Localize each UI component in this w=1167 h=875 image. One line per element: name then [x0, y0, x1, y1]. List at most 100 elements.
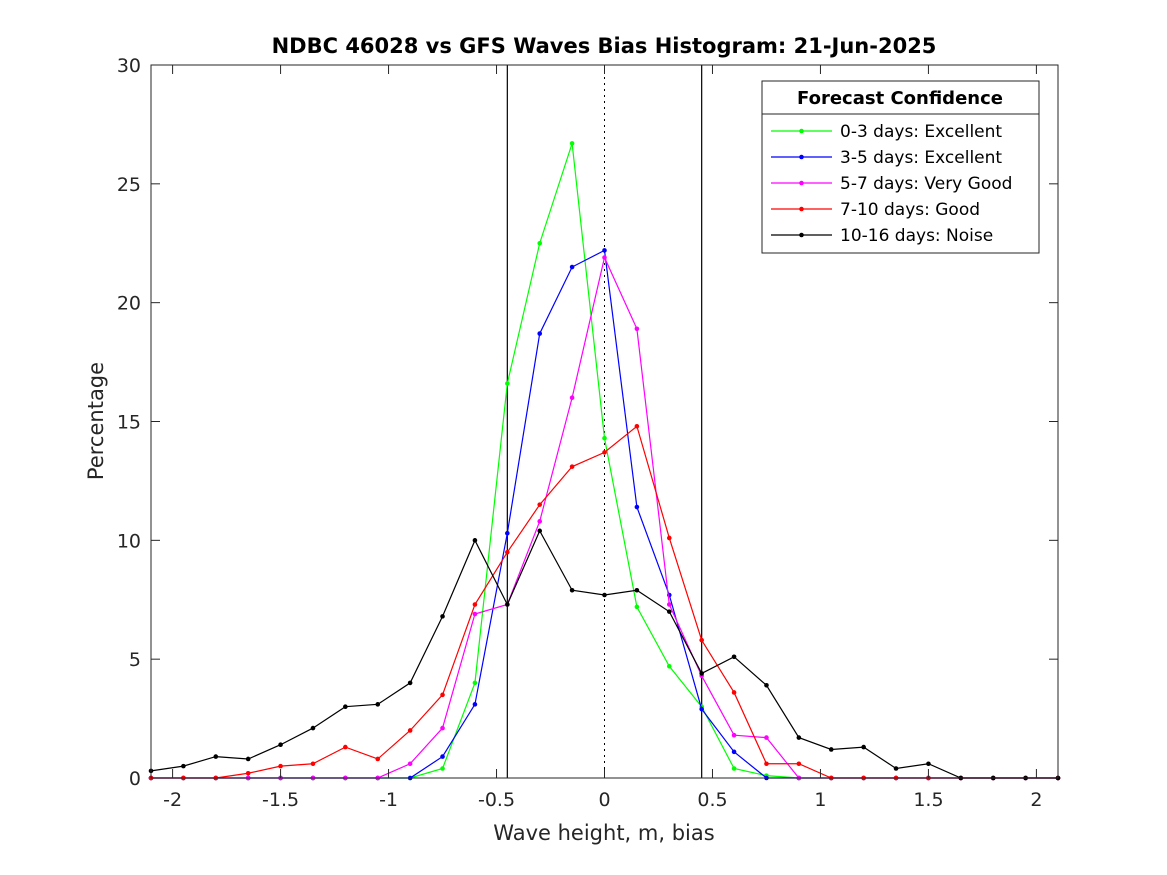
- x-tick-label: 1: [814, 789, 826, 811]
- legend-label: 0-3 days: Excellent: [840, 122, 1002, 142]
- series-2-point: [537, 331, 543, 336]
- series-4-point: [634, 423, 640, 429]
- series-5-point: [828, 747, 834, 752]
- series-5-point: [245, 756, 251, 762]
- series-4-point: [569, 464, 575, 469]
- series-5-point: [407, 680, 413, 686]
- legend-box: [761, 80, 1040, 254]
- y-tick-label: 25: [117, 174, 141, 196]
- series-2-point: [602, 248, 607, 253]
- legend-entry-5: 10-16 days: Noise: [771, 226, 993, 246]
- series-4-point: [537, 502, 543, 507]
- series-3-point: [634, 326, 640, 332]
- series-5-point: [310, 725, 316, 731]
- series-5-point: [893, 766, 899, 771]
- legend-label: 7-10 days: Good: [840, 200, 980, 220]
- series-4-point: [407, 728, 413, 733]
- series-3-point: [602, 255, 607, 260]
- series-4-point: [796, 761, 802, 767]
- legend-entry-4: 7-10 days: Good: [771, 200, 980, 220]
- legend-swatch-marker: [799, 154, 804, 160]
- reference-lines: [506, 65, 703, 778]
- series-3-point: [764, 735, 769, 740]
- series-4-point: [472, 602, 478, 607]
- series-5-point: [861, 744, 866, 750]
- x-tick-label: 1.5: [913, 789, 943, 811]
- x-axis-label: Wave height, m, bias: [493, 821, 714, 845]
- series-1-point: [569, 141, 575, 146]
- series-4-point: [245, 770, 251, 776]
- legend-swatch-marker: [799, 180, 804, 186]
- series-5-point: [537, 528, 543, 534]
- x-tick-label: -1.5: [262, 789, 299, 811]
- y-axis-ticks: 0 5 10 15 20 25 30: [117, 55, 1058, 790]
- series-4-point: [375, 756, 381, 762]
- series-2-point: [731, 749, 737, 755]
- legend-swatch-marker: [799, 232, 804, 238]
- series-5-point: [699, 671, 704, 676]
- series-4-point: [666, 535, 672, 541]
- series-4-point: [731, 690, 737, 695]
- series-1-point: [472, 680, 478, 686]
- legend-entry-3: 5-7 days: Very Good: [771, 174, 1012, 194]
- series-5-point: [343, 704, 348, 709]
- y-tick-label: 10: [117, 530, 141, 552]
- legend: Forecast Confidence 0-3 days: Excellent 3…: [761, 80, 1040, 254]
- x-tick-label: -2: [163, 789, 182, 811]
- series-5-point: [181, 763, 186, 769]
- x-tick-label: -1: [379, 789, 398, 811]
- series-1-point: [731, 766, 737, 771]
- series-5-point: [472, 538, 478, 543]
- series-2-point: [440, 754, 445, 759]
- series-5-point: [505, 602, 510, 607]
- y-tick-label: 5: [129, 649, 141, 671]
- y-tick-label: 15: [117, 412, 141, 434]
- series-5-point: [375, 702, 381, 707]
- series-4-point: [505, 549, 510, 555]
- series-3-point: [407, 761, 413, 767]
- legend-swatch-marker: [799, 128, 804, 134]
- legend-title: Forecast Confidence: [797, 88, 1003, 109]
- y-tick-label: 30: [117, 55, 141, 77]
- series-3-point: [731, 732, 737, 738]
- series-4-point: [310, 761, 316, 767]
- legend-entry-1: 0-3 days: Excellent: [771, 122, 1002, 142]
- y-tick-label: 20: [117, 293, 141, 315]
- series-1-point: [602, 435, 607, 441]
- series-1-point: [505, 381, 510, 386]
- series-4-point: [343, 744, 348, 750]
- chart-title: NDBC 46028 vs GFS Waves Bias Histogram: …: [272, 34, 937, 58]
- series-1-point: [537, 240, 543, 246]
- series-5-point: [602, 592, 607, 598]
- series-4-point: [278, 763, 283, 769]
- series-2-point: [569, 264, 575, 270]
- series-3-point: [537, 519, 543, 524]
- x-tick-label: 2: [1030, 789, 1042, 811]
- series-1-point: [634, 604, 640, 610]
- legend-label: 5-7 days: Very Good: [840, 174, 1012, 194]
- series-4-point: [764, 761, 769, 767]
- series-5-point: [666, 609, 672, 614]
- legend-label: 3-5 days: Excellent: [840, 148, 1002, 168]
- legend-swatch-marker: [799, 206, 804, 212]
- series-1-point: [666, 663, 672, 669]
- series-3-point: [440, 725, 445, 731]
- series-5-point: [213, 754, 219, 759]
- series-5-point: [569, 587, 575, 593]
- x-tick-label: 0: [598, 789, 610, 811]
- series-2-point: [699, 706, 704, 712]
- series-5-point: [731, 654, 737, 660]
- series-3-point: [569, 395, 575, 401]
- x-tick-label: -0.5: [478, 789, 515, 811]
- series-5-point: [764, 683, 769, 688]
- legend-label: 10-16 days: Noise: [840, 226, 993, 246]
- x-axis-ticks: -2 -1.5 -1 -0.5 0 0.5 1 1.5 2: [163, 65, 1042, 811]
- y-tick-label: 0: [129, 768, 141, 790]
- y-axis-label: Percentage: [84, 362, 108, 480]
- series-4-point: [699, 637, 704, 643]
- x-tick-label: 0.5: [697, 789, 727, 811]
- legend-entries: 0-3 days: Excellent 3-5 days: Excellent 5-…: [771, 122, 1012, 246]
- series-2-point: [634, 504, 640, 510]
- legend-entry-2: 3-5 days: Excellent: [771, 148, 1002, 168]
- series-3-point: [666, 602, 672, 607]
